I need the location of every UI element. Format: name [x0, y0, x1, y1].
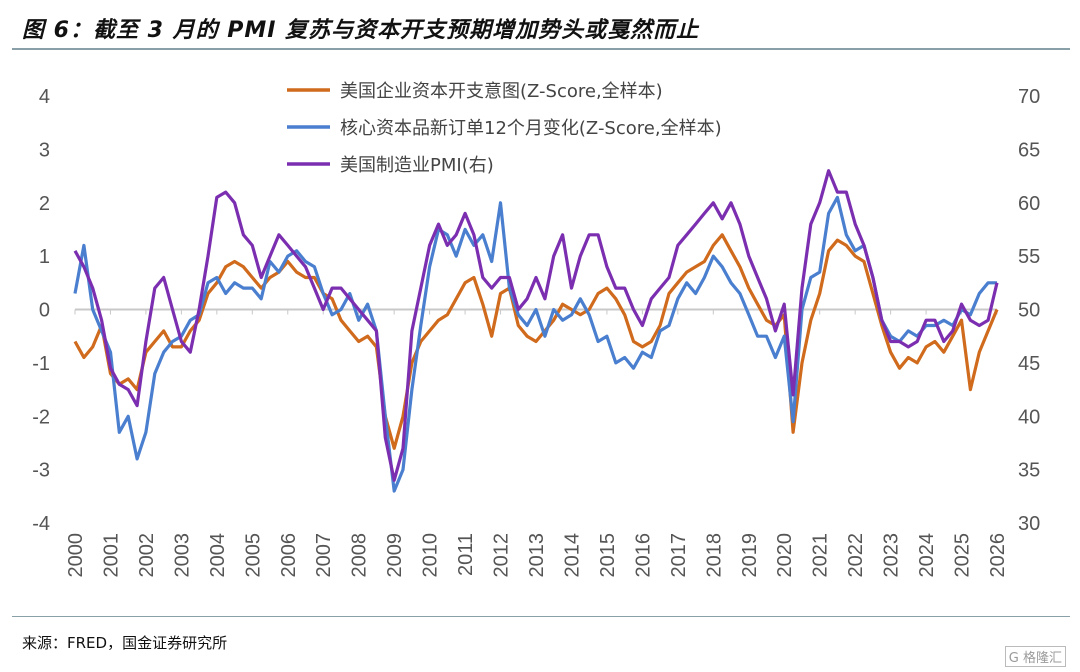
x-tick-label: 2026	[987, 533, 1009, 578]
right-y-tick-label: 35	[1018, 460, 1040, 482]
x-tick-label: 2022	[845, 533, 867, 578]
source-divider	[12, 616, 1070, 617]
x-tick-label: 2025	[952, 533, 974, 578]
left-y-tick-label: -2	[32, 406, 50, 428]
legend: 美国企业资本开支意图(Z-Score,全样本) 核心资本品新订单12个月变化(Z-…	[287, 81, 722, 176]
series-line-2	[73, 195, 997, 493]
axes: 2000 2001 2002 2003 2004 2005 2006 2007 2008 2009…	[32, 86, 1040, 578]
left-y-tick-label: 1	[39, 246, 50, 268]
x-tick-label: 2021	[810, 533, 832, 578]
x-tick-label: 2001	[100, 533, 122, 578]
x-tick-label: 2018	[703, 533, 725, 578]
legend-label: 美国企业资本开支意图(Z-Score,全样本)	[340, 81, 663, 102]
left-y-tick-label: 3	[39, 139, 50, 161]
x-tick-label: 2002	[136, 533, 158, 578]
title-divider	[12, 48, 1070, 50]
x-tick-label: 2011	[455, 533, 477, 576]
x-tick-label: 2019	[739, 533, 761, 578]
series-line-3	[73, 169, 999, 482]
right-y-tick-label: 65	[1018, 139, 1040, 161]
x-tick-label: 2005	[242, 533, 264, 578]
x-tick-label: 2008	[349, 533, 371, 578]
x-tick-label: 2000	[65, 533, 87, 578]
right-y-tick-label: 40	[1018, 406, 1040, 428]
left-y-tick-label: 0	[39, 300, 50, 322]
source-note: 来源：FRED，国金证券研究所	[22, 634, 228, 652]
x-tick-label: 2013	[526, 533, 548, 578]
x-tick-label: 2014	[561, 533, 583, 578]
x-tick-label: 2020	[774, 533, 796, 578]
right-y-tick-label: 50	[1018, 300, 1040, 322]
x-tick-label: 2012	[491, 533, 513, 578]
left-y-tick-label: -3	[32, 460, 50, 482]
x-tick-label: 2004	[207, 533, 229, 578]
x-tick-label: 2009	[384, 533, 406, 578]
legend-label: 美国制造业PMI(右)	[340, 155, 494, 176]
right-y-tick-label: 70	[1018, 86, 1040, 108]
x-tick-label: 2016	[632, 533, 654, 578]
chart-title: 图 6：截至 3 月的 PMI 复苏与资本开支预期增加势头或戛然而止	[22, 18, 700, 43]
series-lines	[73, 169, 999, 493]
x-tick-label: 2006	[278, 533, 300, 578]
x-tick-label: 2010	[420, 533, 442, 578]
x-tick-label: 2024	[916, 533, 938, 578]
x-tick-label: 2023	[881, 533, 903, 578]
right-y-tick-label: 45	[1018, 353, 1040, 375]
left-y-tick-label: 2	[39, 193, 50, 215]
left-y-tick-label: -1	[32, 353, 50, 375]
legend-label: 核心资本品新订单12个月变化(Z-Score,全样本)	[340, 118, 722, 139]
x-tick-label: 2003	[171, 533, 193, 578]
right-y-tick-label: 55	[1018, 246, 1040, 268]
series-line-1	[73, 233, 999, 450]
right-y-tick-label: 30	[1018, 513, 1040, 535]
left-y-tick-label: -4	[32, 513, 50, 535]
x-tick-label: 2017	[668, 533, 690, 578]
right-y-tick-label: 60	[1018, 193, 1040, 215]
watermark-logo: G 格隆汇	[1004, 646, 1066, 667]
left-y-tick-label: 4	[39, 86, 50, 108]
x-tick-label: 2007	[313, 533, 335, 578]
x-tick-label: 2015	[597, 533, 619, 578]
